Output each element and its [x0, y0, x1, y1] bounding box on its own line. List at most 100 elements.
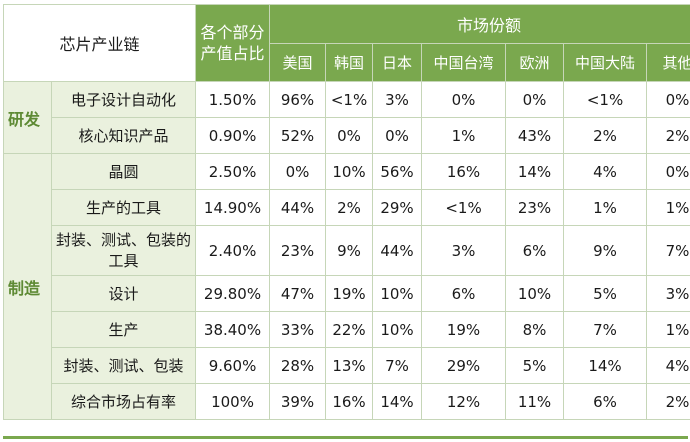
value-cell: 19% — [325, 275, 374, 312]
region-header: 欧洲 — [505, 43, 565, 82]
region-header: 中国大陆 — [563, 43, 648, 82]
value-cell: 0% — [325, 117, 374, 154]
value-cell: 44% — [372, 225, 423, 276]
row-label: 封装、测试、包装 — [50, 347, 197, 384]
row-label: 封装、测试、包装的工具 — [50, 225, 197, 276]
table-row: 研发 电子设计自动化 1.50% 96% <1% 3% 0% 0% <1% 0% — [3, 81, 690, 154]
value-cell: <1% — [325, 81, 374, 118]
value-cell: 7% — [563, 311, 648, 348]
value-cell: 2% — [646, 383, 690, 420]
value-cell: 14% — [505, 153, 565, 190]
share-cell: 38.40% — [195, 311, 271, 348]
share-cell: 2.40% — [195, 225, 271, 276]
table-row: 制造 晶圆 2.50% 0% 10% 56% 16% 14% 4% 0% — [3, 153, 690, 420]
value-cell: 10% — [505, 275, 565, 312]
chip-market-share-table: 芯片产业链 各个部分产值占比 市场份额 美国 韩国 日本 中国台湾 欧洲 中国大… — [2, 4, 690, 420]
row-label: 综合市场占有率 — [50, 383, 197, 420]
value-cell: 3% — [421, 225, 507, 276]
value-cell: 14% — [563, 347, 648, 384]
value-cell: 10% — [372, 311, 423, 348]
value-cell: <1% — [563, 81, 648, 118]
row-label: 生产 — [50, 311, 197, 348]
chip-market-table-frame: 芯片产业链 各个部分产值占比 市场份额 美国 韩国 日本 中国台湾 欧洲 中国大… — [2, 4, 690, 440]
table-row: 生产 38.40% 33% 22% 10% 19% 8% 7% 1% — [4, 311, 690, 348]
value-cell: 7% — [372, 347, 423, 384]
share-cell: 29.80% — [195, 275, 271, 312]
value-cell: 44% — [269, 189, 327, 226]
value-cell: 10% — [372, 275, 423, 312]
value-cell: 12% — [421, 383, 507, 420]
share-cell: 14.90% — [195, 189, 271, 226]
value-cell: 1% — [563, 189, 648, 226]
value-cell: 0% — [372, 117, 423, 154]
value-cell: 1% — [646, 311, 690, 348]
table-bottom-border — [3, 436, 688, 439]
value-cell: 3% — [372, 81, 423, 118]
value-cell: 29% — [421, 347, 507, 384]
value-cell: 9% — [563, 225, 648, 276]
value-cell: 19% — [421, 311, 507, 348]
value-cell: 8% — [505, 311, 565, 348]
value-cell: 7% — [646, 225, 690, 276]
value-cell: 6% — [505, 225, 565, 276]
value-cell: 6% — [421, 275, 507, 312]
header-row-2: 美国 韩国 日本 中国台湾 欧洲 中国大陆 其他 — [4, 43, 690, 82]
value-cell: 16% — [325, 383, 374, 420]
table-row: 核心知识产品 0.90% 52% 0% 0% 1% 43% 2% 2% — [4, 117, 690, 154]
value-cell: 6% — [563, 383, 648, 420]
table-row: 设计 29.80% 47% 19% 10% 6% 10% 5% 3% — [4, 275, 690, 312]
table-row: 封装、测试、包装 9.60% 28% 13% 7% 29% 5% 14% 4% — [4, 347, 690, 384]
table-row-total: 综合市场占有率 100% 39% 16% 14% 12% 11% 6% 2% — [4, 383, 690, 420]
share-header: 各个部分产值占比 — [195, 4, 271, 82]
value-cell: 3% — [646, 275, 690, 312]
value-cell: 14% — [372, 383, 423, 420]
group-label-manufacturing: 制造 — [3, 153, 52, 420]
value-cell: 28% — [269, 347, 327, 384]
value-cell: 52% — [269, 117, 327, 154]
value-cell: 2% — [325, 189, 374, 226]
value-cell: 0% — [505, 81, 565, 118]
value-cell: 2% — [646, 117, 690, 154]
value-cell: 9% — [325, 225, 374, 276]
header-row-1: 芯片产业链 各个部分产值占比 市场份额 — [2, 4, 690, 82]
region-header: 韩国 — [325, 43, 374, 82]
value-cell: 0% — [269, 153, 327, 190]
value-cell: 43% — [505, 117, 565, 154]
value-cell: 29% — [372, 189, 423, 226]
row-label: 晶圆 — [50, 153, 197, 190]
value-cell: 10% — [325, 153, 374, 190]
value-cell: 96% — [269, 81, 327, 118]
region-header: 美国 — [269, 43, 327, 82]
share-cell: 1.50% — [195, 81, 271, 118]
value-cell: 47% — [269, 275, 327, 312]
share-cell: 2.50% — [195, 153, 271, 190]
value-cell: 56% — [372, 153, 423, 190]
value-cell: 0% — [646, 81, 690, 118]
value-cell: 0% — [421, 81, 507, 118]
value-cell: 4% — [563, 153, 648, 190]
row-label: 生产的工具 — [50, 189, 197, 226]
value-cell: 11% — [505, 383, 565, 420]
share-cell: 9.60% — [195, 347, 271, 384]
share-cell: 100% — [195, 383, 271, 420]
row-label: 设计 — [50, 275, 197, 312]
row-label: 电子设计自动化 — [50, 81, 197, 118]
value-cell: 33% — [269, 311, 327, 348]
value-cell: 23% — [505, 189, 565, 226]
group-label-rnd: 研发 — [3, 81, 52, 154]
value-cell: 5% — [563, 275, 648, 312]
region-header: 中国台湾 — [421, 43, 507, 82]
value-cell: 4% — [646, 347, 690, 384]
value-cell: 23% — [269, 225, 327, 276]
value-cell: 2% — [563, 117, 648, 154]
value-cell: 0% — [646, 153, 690, 190]
corner-header: 芯片产业链 — [2, 4, 197, 82]
value-cell: 5% — [505, 347, 565, 384]
share-cell: 0.90% — [195, 117, 271, 154]
value-cell: 39% — [269, 383, 327, 420]
value-cell: 22% — [325, 311, 374, 348]
market-share-header: 市场份额 — [269, 4, 690, 44]
value-cell: 16% — [421, 153, 507, 190]
table-row: 生产的工具 14.90% 44% 2% 29% <1% 23% 1% 1% — [4, 189, 690, 226]
value-cell: <1% — [421, 189, 507, 226]
